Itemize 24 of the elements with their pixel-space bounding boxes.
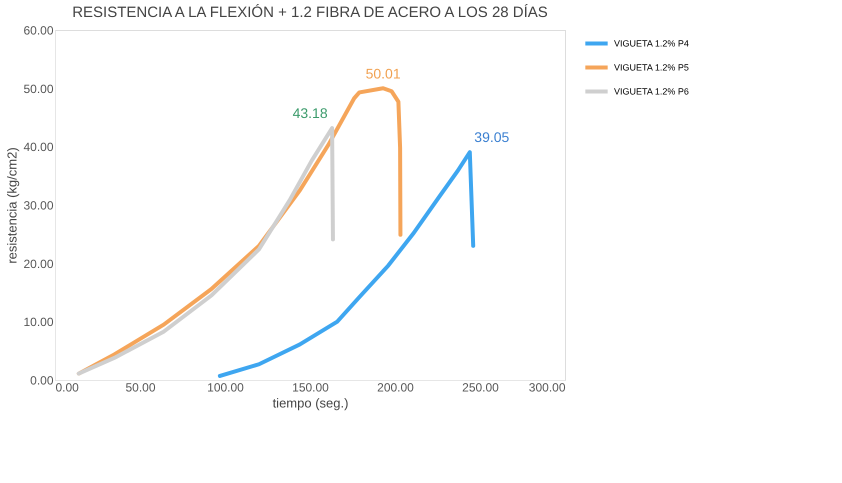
x-axis-title: tiempo (seg.) xyxy=(272,396,348,410)
chart-title: RESISTENCIA A LA FLEXIÓN + 1.2 FIBRA DE ACERO A LOS 28 DÍAS xyxy=(72,3,548,21)
x-tick-label: 300.00 xyxy=(528,380,566,394)
y-tick-label: 10.00 xyxy=(23,315,54,330)
y-axis-title: resistencia (kg/cm2) xyxy=(4,147,20,264)
annotation: 39.05 xyxy=(474,129,510,146)
y-tick-label: 60.00 xyxy=(23,24,54,38)
x-tick-label: 200.00 xyxy=(377,380,414,394)
annotation: 50.01 xyxy=(366,65,401,82)
y-tick-label: 30.00 xyxy=(23,198,54,212)
y-tick-label: 20.00 xyxy=(23,256,54,271)
legend-label: VIGUETA 1.2% P4 xyxy=(614,38,689,48)
annotation: 43.18 xyxy=(292,105,328,122)
x-tick-label: 100.00 xyxy=(207,380,244,394)
y-tick-label: 50.00 xyxy=(23,82,54,96)
line-series xyxy=(76,126,335,376)
x-tick-label: 150.00 xyxy=(292,380,330,394)
legend-label: VIGUETA 1.2% P6 xyxy=(614,86,689,96)
x-tick-label: 50.00 xyxy=(125,380,156,394)
legend-label: VIGUETA 1.2% P5 xyxy=(614,62,689,72)
y-tick-label: 40.00 xyxy=(23,140,54,154)
line-series xyxy=(218,150,476,378)
x-tick-label: 250.00 xyxy=(462,380,500,394)
x-tick-label: 0.00 xyxy=(56,380,80,394)
